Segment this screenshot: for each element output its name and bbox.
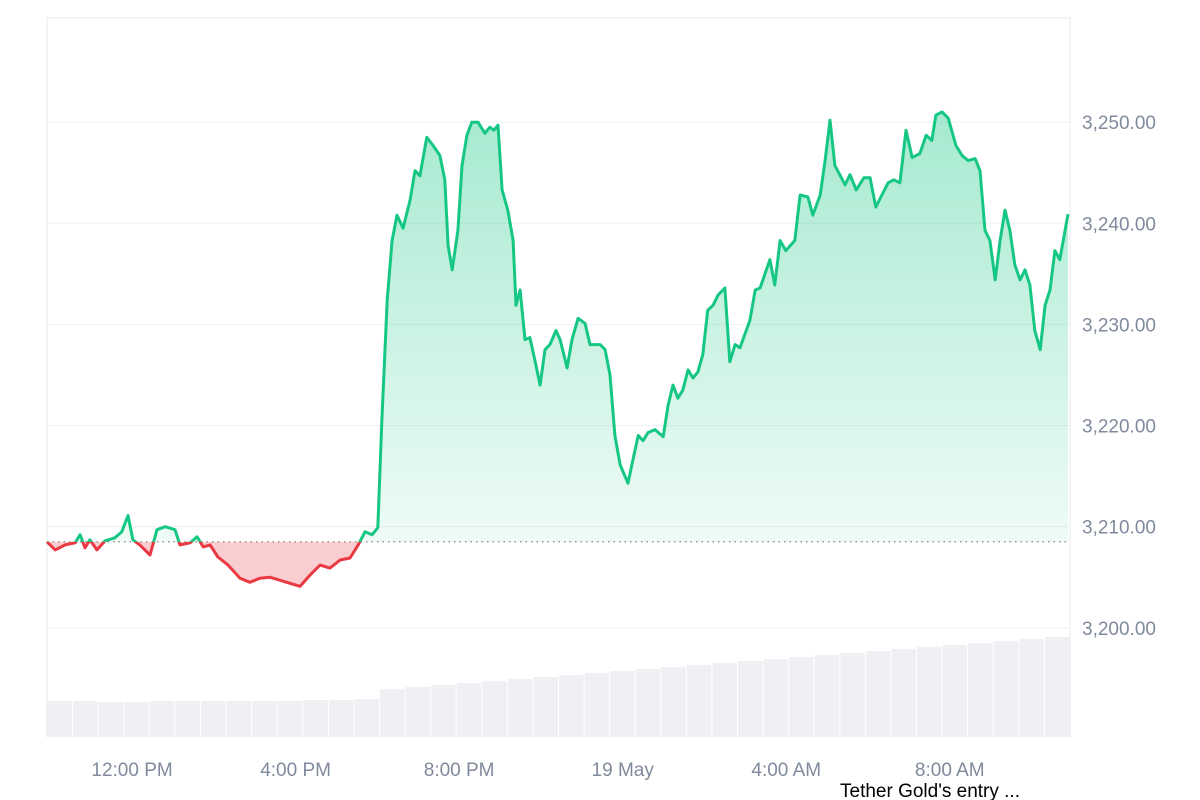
volume-bar bbox=[712, 663, 738, 737]
volume-bar bbox=[814, 655, 840, 737]
x-tick-label: 4:00 PM bbox=[260, 760, 331, 781]
annotation: Tether Gold's entry ... bbox=[840, 781, 1020, 800]
volume-bar bbox=[405, 687, 431, 737]
x-tick-label: 8:00 PM bbox=[424, 760, 495, 781]
volume-bar bbox=[584, 673, 610, 737]
y-tick-label: 3,230.00 bbox=[1082, 315, 1156, 336]
volume-bar bbox=[917, 647, 942, 737]
volume-bar bbox=[891, 649, 917, 737]
volume-bar bbox=[661, 667, 686, 737]
volume-bar bbox=[865, 651, 891, 737]
volume-bar bbox=[1019, 639, 1044, 737]
y-tick-label: 3,220.00 bbox=[1082, 417, 1156, 438]
x-tick-label: 12:00 PM bbox=[91, 760, 172, 781]
volume-bar bbox=[277, 701, 303, 737]
area-down bbox=[47, 541, 360, 587]
volume-bar bbox=[175, 701, 200, 737]
x-tick-label: 4:00 AM bbox=[751, 760, 821, 781]
y-tick-label: 3,240.00 bbox=[1082, 214, 1156, 235]
volume-bar bbox=[482, 681, 507, 737]
plot bbox=[45, 110, 1070, 588]
y-tick-label: 3,210.00 bbox=[1082, 518, 1156, 539]
axis-labels: 3,200.00 3,210.00 3,220.00 3,230.00 3,240.00… bbox=[91, 113, 1156, 781]
volume-bar bbox=[303, 700, 328, 737]
plot-frame bbox=[46, 17, 1071, 737]
volume-bars bbox=[47, 637, 1070, 737]
volume-bar bbox=[610, 671, 635, 737]
volume-bar bbox=[354, 699, 379, 737]
volume-bar bbox=[763, 659, 789, 737]
volume-bar bbox=[840, 653, 865, 737]
volume-bar bbox=[968, 643, 993, 737]
volume-bar bbox=[226, 701, 252, 737]
volume-bar bbox=[252, 701, 277, 737]
volume-bar bbox=[328, 700, 354, 737]
volume-bar bbox=[789, 657, 814, 737]
volume-bar bbox=[98, 702, 124, 737]
volume-bar bbox=[1044, 637, 1070, 737]
volume-bar bbox=[431, 685, 456, 737]
volume-bar bbox=[149, 701, 175, 737]
volume-bar bbox=[379, 689, 405, 737]
price-line-down bbox=[45, 541, 362, 588]
volume-bar bbox=[635, 669, 661, 737]
x-tick-label: 19 May bbox=[592, 760, 655, 781]
grid bbox=[46, 17, 1071, 737]
volume-bar bbox=[738, 661, 763, 737]
volume-bar bbox=[993, 641, 1019, 737]
y-tick-label: 3,200.00 bbox=[1082, 619, 1156, 640]
volume-bar bbox=[507, 679, 533, 737]
volume-bar bbox=[47, 701, 73, 737]
volume-bar bbox=[200, 701, 226, 737]
price-line-up bbox=[46, 110, 1070, 542]
volume-bar bbox=[456, 683, 482, 737]
x-tick-label: 8:00 AM bbox=[915, 760, 985, 781]
volume-bar bbox=[686, 665, 712, 737]
y-tick-label: 3,250.00 bbox=[1082, 113, 1156, 134]
volume-bar bbox=[559, 675, 584, 737]
volume-bar bbox=[942, 645, 968, 737]
volume-bar bbox=[73, 701, 98, 737]
volume-bar bbox=[533, 677, 558, 737]
volume-bar bbox=[124, 702, 149, 737]
area-up bbox=[47, 112, 1068, 542]
